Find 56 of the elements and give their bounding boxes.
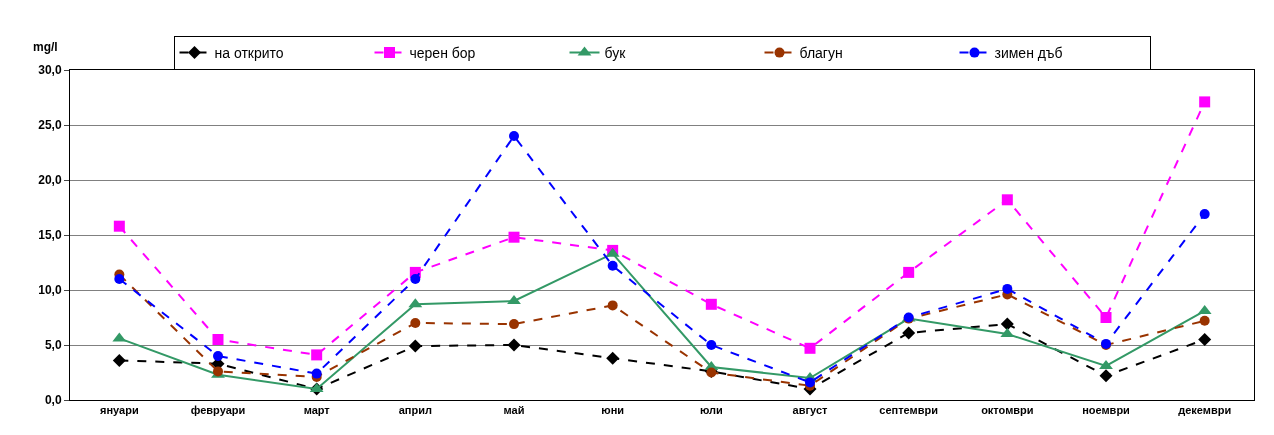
point: [311, 349, 323, 361]
point: [113, 220, 125, 232]
x-tick-label: август: [792, 404, 829, 417]
x-tick-label: октомври: [981, 404, 1034, 417]
point: [1001, 194, 1013, 206]
point: [410, 274, 421, 284]
point: [804, 342, 816, 354]
point: [1002, 283, 1013, 294]
y-tick-label: 10,0: [38, 283, 62, 298]
point: [1199, 209, 1210, 220]
x-tick-label: май: [503, 404, 525, 417]
point: [607, 260, 618, 271]
x-tick-label: януари: [100, 404, 139, 417]
point: [1000, 317, 1014, 331]
point: [903, 266, 915, 278]
x-tick-label: юли: [699, 404, 723, 417]
point: [1100, 312, 1112, 323]
point: [509, 131, 519, 141]
x-tick-label: март: [303, 404, 331, 417]
point: [606, 351, 620, 365]
y-tick-label: 15,0: [38, 228, 62, 243]
point: [213, 351, 223, 361]
x-tick-label: юни: [601, 404, 625, 417]
x-tick-label: ноември: [1082, 404, 1130, 417]
point: [507, 338, 521, 352]
legend-label: зимен дъб: [994, 45, 1063, 62]
point: [114, 274, 125, 284]
point: [410, 318, 421, 328]
point: [1099, 369, 1113, 383]
y-tick-label: 5,0: [44, 338, 62, 353]
point: [1199, 96, 1211, 108]
point: [212, 334, 224, 345]
point: [705, 298, 717, 310]
x-tick-label: април: [398, 404, 432, 417]
y-tick-label: 30,0: [38, 63, 62, 78]
x-tick-label: февруари: [190, 404, 246, 417]
legend-label: черен бор: [409, 45, 476, 62]
point: [508, 231, 520, 243]
point: [902, 326, 916, 340]
legend-label: благун: [799, 45, 843, 62]
y-axis-title: mg/l: [33, 40, 58, 54]
x-tick-label: декември: [1178, 404, 1232, 417]
point: [1198, 333, 1212, 346]
point: [408, 339, 422, 353]
x-tick-label: септември: [879, 404, 938, 417]
point: [509, 319, 519, 330]
point: [1099, 359, 1113, 369]
y-tick-label: 0,0: [44, 393, 62, 408]
point: [607, 300, 618, 311]
y-tick-label: 20,0: [38, 173, 62, 188]
point: [706, 340, 717, 350]
y-tick-label: 25,0: [38, 118, 62, 133]
legend-label: на открито: [214, 45, 284, 62]
legend-label: бук: [604, 45, 627, 62]
point: [1199, 315, 1210, 326]
point: [112, 353, 126, 367]
